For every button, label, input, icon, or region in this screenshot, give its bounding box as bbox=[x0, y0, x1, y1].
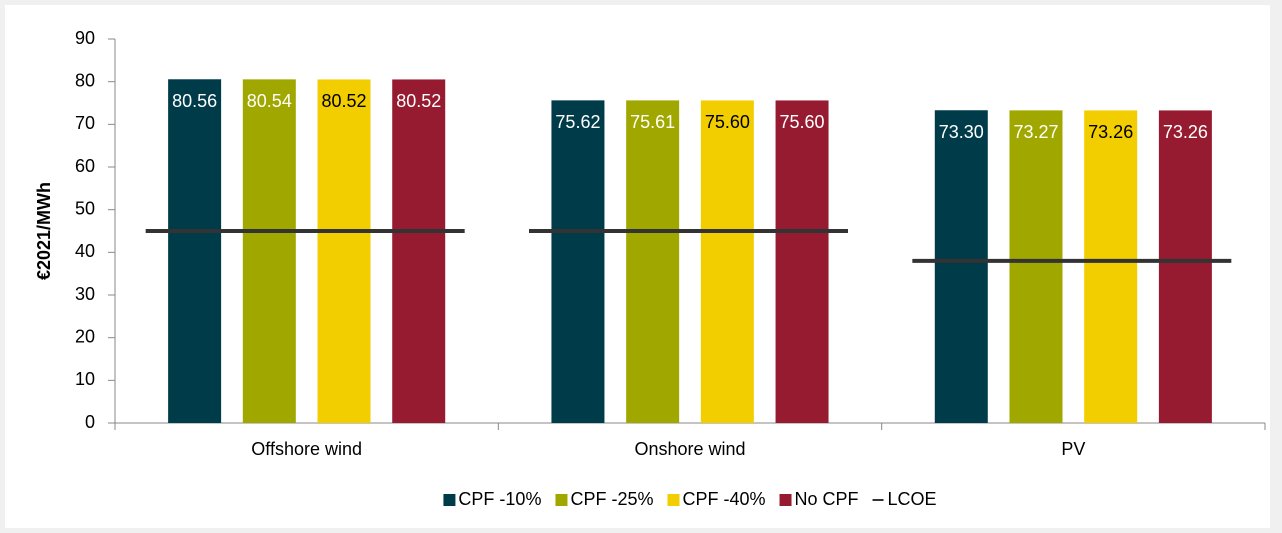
bar bbox=[168, 79, 222, 423]
data-label: 73.26 bbox=[1163, 122, 1208, 142]
legend-label: CPF -10% bbox=[458, 489, 541, 509]
data-label: 80.54 bbox=[247, 91, 292, 111]
bar bbox=[551, 100, 605, 423]
data-label: 80.52 bbox=[321, 91, 366, 111]
legend-label: CPF -40% bbox=[682, 489, 765, 509]
y-tick-label: 70 bbox=[75, 113, 95, 133]
x-tick-label: PV bbox=[1061, 439, 1085, 459]
y-tick-label: 60 bbox=[75, 156, 95, 176]
bar bbox=[242, 79, 296, 423]
data-label: 75.61 bbox=[630, 112, 675, 132]
bar bbox=[1158, 110, 1212, 423]
y-tick-label: 90 bbox=[75, 28, 95, 48]
legend-label: No CPF bbox=[795, 489, 859, 509]
bar bbox=[392, 79, 446, 423]
y-tick-label: 80 bbox=[75, 70, 95, 90]
data-label: 75.60 bbox=[780, 112, 825, 132]
legend-label: CPF -25% bbox=[570, 489, 653, 509]
y-tick-label: 20 bbox=[75, 326, 95, 346]
bar bbox=[626, 100, 680, 423]
data-label: 73.30 bbox=[939, 122, 984, 142]
x-tick-label: Offshore wind bbox=[251, 439, 362, 459]
legend-symbol bbox=[667, 494, 680, 506]
y-tick-label: 10 bbox=[75, 369, 95, 389]
data-label: 73.27 bbox=[1013, 122, 1058, 142]
data-label: 75.62 bbox=[555, 112, 600, 132]
y-tick-label: 40 bbox=[75, 241, 95, 261]
data-label: 80.52 bbox=[396, 91, 441, 111]
x-tick-label: Onshore wind bbox=[634, 439, 745, 459]
data-label: 80.56 bbox=[172, 91, 217, 111]
legend-symbol bbox=[779, 494, 792, 506]
y-axis-label: €2021/MWh bbox=[34, 182, 54, 280]
bar bbox=[1084, 110, 1138, 423]
y-tick-label: 0 bbox=[85, 412, 95, 432]
data-label: 73.26 bbox=[1088, 122, 1133, 142]
bar bbox=[1009, 110, 1063, 423]
bar bbox=[775, 100, 829, 423]
y-tick-label: 30 bbox=[75, 284, 95, 304]
bar bbox=[934, 110, 988, 424]
data-label: 75.60 bbox=[705, 112, 750, 132]
legend-symbol bbox=[443, 494, 456, 506]
bar bbox=[700, 100, 754, 423]
legend-label: LCOE bbox=[888, 489, 937, 509]
legend-symbol bbox=[555, 494, 568, 506]
y-tick-label: 50 bbox=[75, 198, 95, 218]
bar bbox=[317, 79, 371, 423]
